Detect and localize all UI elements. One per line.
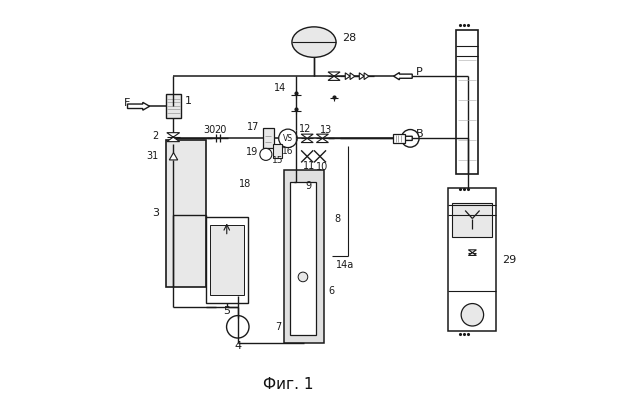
Text: 7: 7 <box>276 322 282 332</box>
Bar <box>273 144 282 158</box>
Text: 13: 13 <box>319 125 332 134</box>
Ellipse shape <box>292 27 336 57</box>
Text: 14a: 14a <box>336 260 355 270</box>
Circle shape <box>461 304 484 326</box>
Bar <box>394 134 404 143</box>
Bar <box>284 170 324 343</box>
Text: 31: 31 <box>147 152 159 161</box>
Circle shape <box>278 129 297 148</box>
Polygon shape <box>127 102 150 110</box>
Polygon shape <box>167 133 180 142</box>
Text: 3: 3 <box>152 209 159 218</box>
Text: 9: 9 <box>305 182 311 191</box>
Text: 15: 15 <box>272 156 284 165</box>
Text: 12: 12 <box>299 124 311 134</box>
Polygon shape <box>394 73 412 80</box>
Text: Фиг. 1: Фиг. 1 <box>262 377 313 393</box>
Bar <box>166 24 412 363</box>
Text: 8: 8 <box>334 214 340 224</box>
Text: 18: 18 <box>239 180 251 189</box>
Bar <box>262 128 274 148</box>
Text: F: F <box>124 99 130 108</box>
Circle shape <box>401 130 419 147</box>
Text: 2: 2 <box>152 131 159 140</box>
Polygon shape <box>394 135 412 142</box>
Text: VS: VS <box>283 134 293 143</box>
Bar <box>278 164 332 347</box>
Text: B: B <box>415 130 423 139</box>
Bar <box>205 217 248 303</box>
Text: P: P <box>415 67 422 77</box>
Bar <box>452 203 492 237</box>
Bar <box>166 140 205 287</box>
Bar <box>290 182 316 335</box>
Circle shape <box>260 148 272 160</box>
Text: 29: 29 <box>502 255 516 265</box>
Bar <box>456 30 478 174</box>
Text: 17: 17 <box>246 122 259 132</box>
Text: 4: 4 <box>234 341 241 351</box>
Text: 5: 5 <box>223 306 230 316</box>
Text: 1: 1 <box>184 96 191 106</box>
Polygon shape <box>345 73 350 79</box>
Text: 6: 6 <box>328 286 334 296</box>
Text: 11: 11 <box>303 161 316 170</box>
Bar <box>210 225 244 295</box>
Polygon shape <box>468 250 476 255</box>
Bar <box>448 188 497 331</box>
Polygon shape <box>328 72 340 80</box>
Bar <box>166 94 181 118</box>
Text: 28: 28 <box>342 33 356 43</box>
Polygon shape <box>350 73 355 79</box>
Text: 30: 30 <box>204 125 216 134</box>
Text: 16: 16 <box>282 148 293 156</box>
Text: 19: 19 <box>246 148 258 157</box>
Polygon shape <box>316 134 328 143</box>
Text: 10: 10 <box>316 162 328 172</box>
Polygon shape <box>301 134 313 143</box>
Polygon shape <box>364 73 369 79</box>
Circle shape <box>227 316 249 338</box>
Circle shape <box>298 272 308 282</box>
Text: 20: 20 <box>214 125 227 134</box>
Polygon shape <box>359 73 364 79</box>
Text: 14: 14 <box>274 83 286 93</box>
